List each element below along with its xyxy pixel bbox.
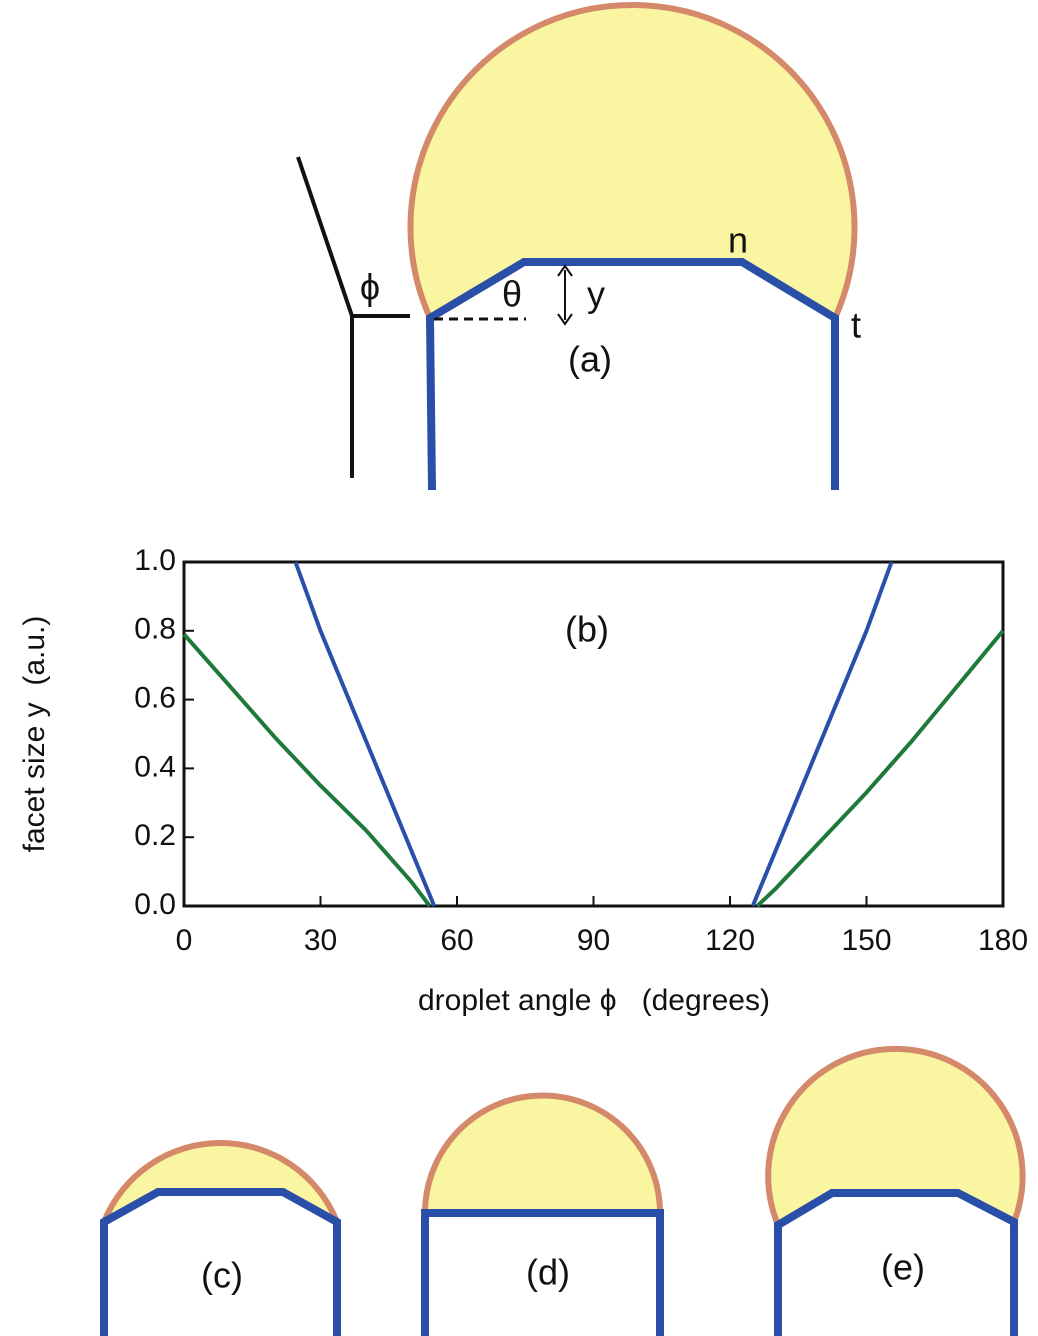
y-tick-label: 0.8 [134,613,176,646]
x-tick-label: 120 [705,924,755,957]
droplet-fill [104,1143,337,1222]
panel-e: (e) [768,1049,1022,1336]
x-tick-label: 30 [304,924,337,957]
chart-annotation: (b) [565,609,609,650]
t-label: t [851,305,861,346]
chart: (b) droplet angle ϕ (degrees) facet size… [18,544,1028,1017]
panel-label: (c) [201,1255,243,1296]
crystal-outline [430,262,835,490]
droplet-fill [425,1096,660,1214]
droplet-fill [768,1049,1022,1225]
panel-a: ϕ θ y n t (a) [298,5,861,490]
x-tick-label: 180 [978,924,1028,957]
y-tick-label: 0.2 [134,819,176,852]
x-tick-label: 0 [176,924,193,957]
n-label: n [728,220,748,261]
x-axis-label: droplet angle ϕ (degrees) [418,984,770,1017]
droplet-fill [411,5,855,318]
y-tick-label: 0.6 [134,682,176,715]
data-line [184,631,1003,906]
panel-label: (d) [526,1252,570,1293]
angle-corner [352,316,410,478]
angle-line [298,157,352,316]
y-tick-label: 0.4 [134,750,176,783]
y-tick-label: 0.0 [134,888,176,921]
panel-label: (e) [881,1247,925,1288]
page: { "panel_a": {"label": "(a)", "angle_phi… [0,0,1038,1336]
x-tick-label: 60 [440,924,473,957]
theta-label: θ [502,274,522,315]
panel-c: (c) [104,1143,337,1336]
panel-label: (a) [568,339,612,380]
x-tick-label: 150 [841,924,891,957]
phi-label: ϕ [360,267,380,308]
panel-d: (d) [425,1096,660,1336]
y-axis-label: facet size y (a.u.) [18,616,51,853]
figure: ϕ θ y n t (a) (b) droplet angle ϕ (degre… [0,0,1038,1336]
y-label: y [587,274,605,315]
x-tick-label: 90 [577,924,610,957]
y-tick-label: 1.0 [134,544,176,577]
